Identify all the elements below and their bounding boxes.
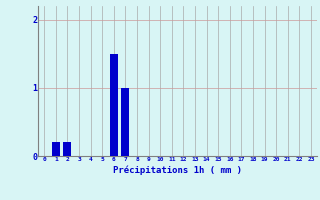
Bar (121, 88, 130, 156)
X-axis label: Précipitations 1h ( mm ): Précipitations 1h ( mm ) (113, 165, 242, 175)
Bar (110, 54, 118, 156)
Bar (52, 142, 60, 156)
Bar (63, 142, 71, 156)
